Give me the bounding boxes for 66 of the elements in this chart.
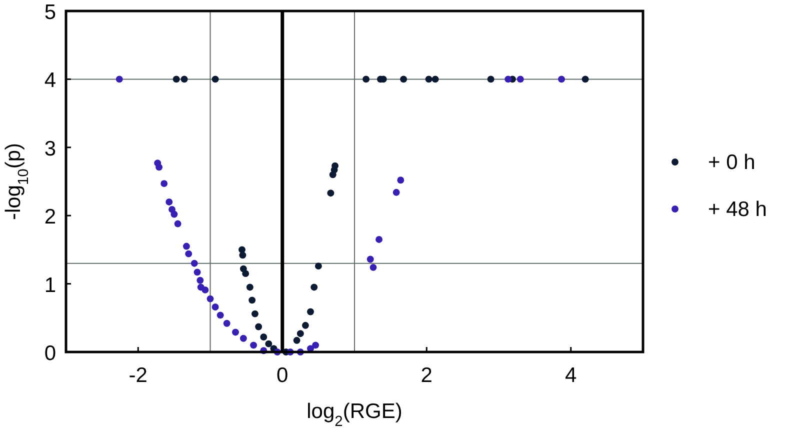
point [212,76,219,83]
point [156,164,163,171]
point [362,76,370,83]
point [392,188,400,196]
point [296,330,304,338]
point [260,334,268,340]
point [202,286,209,294]
point [246,284,254,291]
point [242,270,250,278]
y-tick-label: 1 [44,274,56,297]
point [248,296,256,304]
point [185,250,192,258]
point [302,322,309,329]
point [487,76,494,83]
point [212,304,219,310]
point [332,162,339,170]
point [397,176,404,184]
point [265,340,272,348]
y-tick-label: 5 [44,1,56,24]
point [504,76,512,83]
point [174,220,182,228]
point [196,276,204,284]
point [166,198,173,206]
point [182,242,190,250]
point [206,295,214,302]
point [194,268,201,276]
point [250,342,258,349]
x-tick-label: 2 [420,364,432,387]
point [516,76,524,83]
point [327,190,334,197]
y-tick-label: 2 [44,206,56,229]
point [293,336,300,344]
point [310,284,318,291]
point [223,320,230,327]
y-tick-label: 0 [44,342,56,365]
point [400,76,408,83]
point [312,342,320,349]
x-tick-label: 4 [565,364,578,387]
point [432,76,439,83]
x-tick-label: -2 [128,364,148,387]
point [170,210,178,218]
point [376,236,382,243]
legend-label: + 0 h [708,151,756,174]
point [366,256,374,263]
point [425,76,432,83]
y-tick-label: 3 [44,137,56,160]
point [255,323,262,330]
point [239,252,246,259]
point [190,260,198,267]
point [232,328,239,336]
legend-label: + 48 h [708,198,767,221]
point [240,334,247,342]
y-tick-label: 4 [44,69,56,92]
x-tick-label: 0 [276,364,288,387]
point [160,180,168,188]
x-axis-title: log$_{2}$(RGE) [306,400,402,430]
point [251,310,258,318]
point [314,262,322,270]
point [582,76,589,83]
point [558,76,565,83]
point [172,76,180,83]
point [370,264,377,271]
point [180,76,188,83]
point [307,308,314,316]
point [216,312,224,319]
point [116,76,123,83]
